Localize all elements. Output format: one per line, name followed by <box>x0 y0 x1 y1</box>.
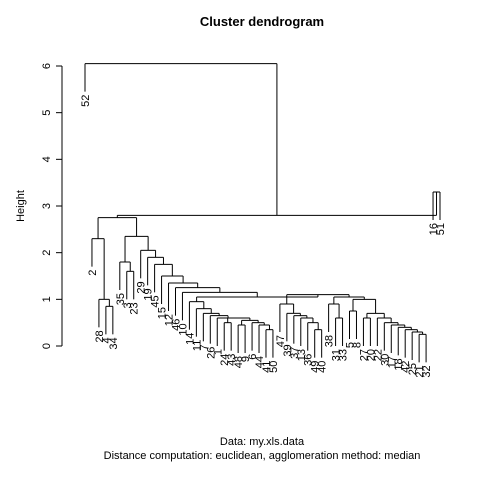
leaf-label: 27 <box>358 349 370 361</box>
leaf-label: 5 <box>345 342 357 348</box>
leaf-label: 23 <box>129 302 141 314</box>
leaf-label: 47 <box>275 335 287 347</box>
leaf-label: 9 <box>240 356 252 362</box>
leaf-label: 32 <box>421 365 433 377</box>
leaf-label: 1 <box>212 349 224 355</box>
caption: Distance computation: euclidean, agglome… <box>104 450 421 462</box>
leaf-label: 48 <box>233 356 245 368</box>
y-tick-label: 4 <box>41 156 53 162</box>
leaf-label: 35 <box>115 293 127 305</box>
leaf-label: 14 <box>184 333 196 345</box>
leaf-label: 25 <box>407 363 419 375</box>
leaf-label: 4 <box>101 337 113 343</box>
leaf-label: 29 <box>136 281 148 293</box>
leaf-label: 7 <box>198 344 210 350</box>
leaf-label: 50 <box>268 361 280 373</box>
y-axis-label: Height <box>15 190 27 222</box>
leaf-label: 6 <box>247 354 259 360</box>
leaf-label: 21 <box>414 365 426 377</box>
leaf-label: 20 <box>365 349 377 361</box>
y-tick-label: 0 <box>41 343 53 349</box>
leaf-label: 18 <box>393 358 405 370</box>
leaf-label: 30 <box>379 354 391 366</box>
leaf-label: 51 <box>435 223 447 235</box>
y-tick-label: 6 <box>41 63 53 69</box>
leaf-label: 10 <box>177 323 189 335</box>
leaf-label: 34 <box>108 337 120 349</box>
leaf-label: 11 <box>191 340 203 351</box>
y-tick-label: 3 <box>41 203 53 209</box>
leaf-label: 3 <box>122 302 134 308</box>
leaf-label: 52 <box>80 95 92 107</box>
leaf-label: 46 <box>170 319 182 331</box>
leaf-label: 45 <box>150 295 162 307</box>
y-tick-label: 2 <box>41 250 53 256</box>
leaf-label: 26 <box>205 347 217 359</box>
leaf-label: 44 <box>254 356 266 368</box>
leaf-label: 2 <box>87 270 99 276</box>
leaf-label: 31 <box>331 349 343 361</box>
leaf-label: 49 <box>310 361 322 373</box>
leaf-label: 33 <box>338 349 350 361</box>
leaf-label: 41 <box>261 361 273 373</box>
leaf-label: 43 <box>226 354 238 366</box>
y-tick-label: 5 <box>41 110 53 116</box>
leaf-label: 22 <box>372 349 384 361</box>
leaf-label: 8 <box>351 342 363 348</box>
leaf-label: 28 <box>94 330 106 342</box>
leaf-label: 19 <box>143 288 155 300</box>
leaf-label: 38 <box>324 335 336 347</box>
leaf-label: 17 <box>386 356 398 368</box>
leaf-label: 37 <box>289 347 301 359</box>
leaf-label: 15 <box>157 307 169 319</box>
chart-title: Cluster dendrogram <box>200 14 324 29</box>
leaf-label: 36 <box>303 354 315 366</box>
leaf-label: 42 <box>400 361 412 373</box>
leaf-label: 40 <box>317 361 329 373</box>
leaf-label: 12 <box>164 314 176 326</box>
leaf-label: 24 <box>219 354 231 366</box>
leaf-label: 16 <box>428 223 440 235</box>
caption: Data: my.xls.data <box>220 436 305 448</box>
y-tick-label: 1 <box>41 296 53 302</box>
leaf-label: 13 <box>296 349 308 361</box>
leaf-label: 39 <box>282 344 294 356</box>
